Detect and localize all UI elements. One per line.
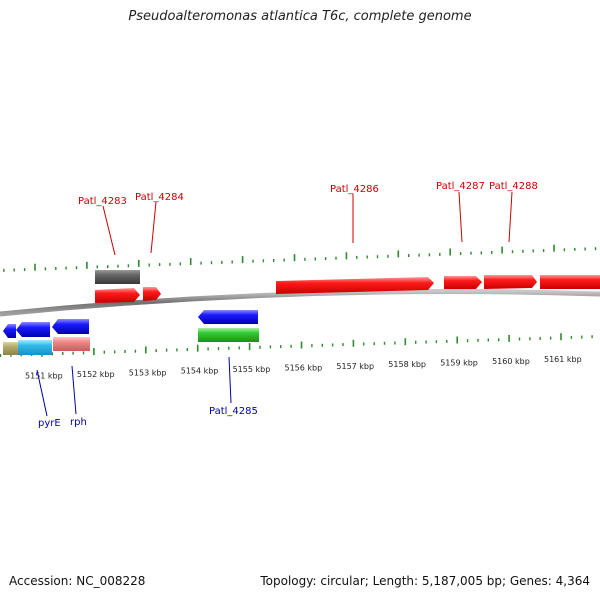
- tick-label: 5161 kbp: [544, 355, 582, 364]
- gene-label-patl-4283[interactable]: Patl_4283: [78, 196, 127, 207]
- gene-reverse-b[interactable]: [52, 319, 89, 334]
- tick-label: 5159 kbp: [440, 359, 478, 368]
- gene-label-patl-4284[interactable]: Patl_4284: [135, 192, 184, 203]
- gene-patl-4283[interactable]: [95, 288, 140, 303]
- gene-pyre[interactable]: [18, 340, 52, 355]
- tick-label: 5154 kbp: [181, 367, 219, 376]
- genome-stats-text: Topology: circular; Length: 5,187,005 bp…: [260, 574, 590, 588]
- tick-label: 5153 kbp: [129, 368, 167, 377]
- gene-patl-4285-rna[interactable]: [198, 328, 259, 342]
- gene-label-rph[interactable]: rph: [70, 417, 87, 428]
- gene-next-forward[interactable]: [540, 275, 600, 289]
- gene-label-pyre[interactable]: pyrE: [38, 418, 61, 429]
- gene-patl-4286[interactable]: [276, 277, 434, 294]
- upper-tick-ruler: [3, 244, 597, 272]
- label-leaders: [36, 191, 513, 417]
- gene-label-patl-4287[interactable]: Patl_4287: [436, 181, 485, 192]
- gene-label-patl-4285[interactable]: Patl_4285: [209, 406, 258, 417]
- gene-label-patl-4286[interactable]: Patl_4286: [330, 184, 379, 195]
- gene-rph[interactable]: [53, 337, 90, 351]
- gene-pyre-olive[interactable]: [3, 342, 19, 355]
- tick-label: 5157 kbp: [336, 362, 374, 371]
- lower-tick-ruler: 5151 kbp 5152 kbp 5153 kbp 5154 kbp 5155 kbp…: [0, 333, 593, 381]
- gene-patl-4284[interactable]: [143, 287, 161, 301]
- gene-labels: Patl_4283 Patl_4284 Patl_4286 Patl_4287 …: [38, 181, 538, 429]
- reverse-strand-genes: [3, 310, 259, 355]
- genome-backbone: [0, 289, 600, 317]
- forward-strand-genes: [95, 270, 600, 303]
- tick-label: 5151 kbp: [25, 372, 63, 381]
- tick-label: 5156 kbp: [285, 364, 323, 373]
- gene-reverse-edge[interactable]: [3, 324, 16, 338]
- gene-reverse-a[interactable]: [16, 322, 50, 337]
- tick-label: 5155 kbp: [233, 365, 271, 374]
- tick-label: 5158 kbp: [388, 360, 426, 369]
- gene-patl-4287[interactable]: [444, 276, 482, 289]
- accession-text: Accession: NC_008228: [9, 574, 146, 588]
- tick-label: 5160 kbp: [492, 357, 530, 366]
- gene-patl-4285[interactable]: [198, 310, 258, 324]
- gene-patl-4288[interactable]: [484, 275, 537, 289]
- gene-label-patl-4288[interactable]: Patl_4288: [489, 181, 538, 192]
- tick-label: 5152 kbp: [77, 370, 115, 379]
- gene-patl-4283-pseudo[interactable]: [95, 270, 140, 284]
- map-title: Pseudoalteromonas atlantica T6c, complet…: [128, 9, 472, 24]
